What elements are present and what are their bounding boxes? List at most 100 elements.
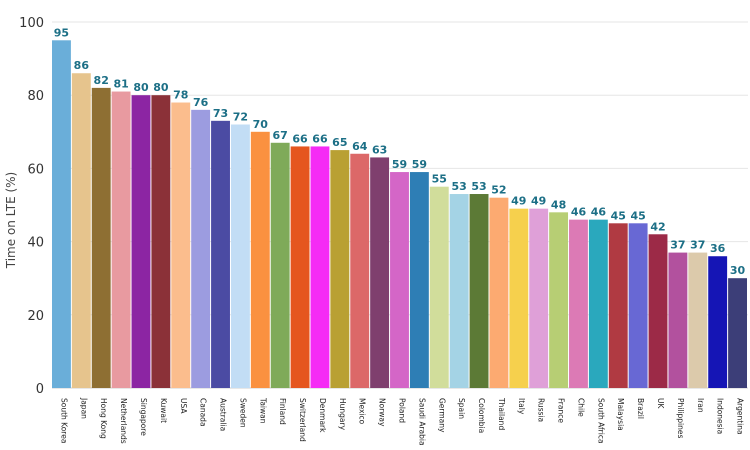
bar xyxy=(628,223,648,388)
data-label: 59 xyxy=(392,158,407,171)
data-label: 46 xyxy=(591,206,607,219)
data-label: 30 xyxy=(730,264,746,277)
category-label: Brazil xyxy=(636,398,645,419)
data-label: 78 xyxy=(173,89,188,102)
data-label: 66 xyxy=(292,132,308,145)
y-tick-label: 80 xyxy=(27,89,44,104)
data-label: 65 xyxy=(332,136,347,149)
data-label: 45 xyxy=(630,209,645,222)
bar xyxy=(230,124,250,388)
category-label: Singapore xyxy=(139,398,148,436)
bar xyxy=(569,219,588,388)
bar xyxy=(71,73,91,389)
category-labels: South Korea Japan Hong Kong Netherlands Sing… xyxy=(59,397,744,446)
y-tick-label: 60 xyxy=(27,162,44,177)
data-label: 36 xyxy=(710,242,726,255)
category-label: Switzerland xyxy=(298,398,307,442)
category-label: Argentina xyxy=(736,398,745,435)
bar xyxy=(370,157,390,388)
bar xyxy=(529,208,549,388)
category-label: Norway xyxy=(378,398,387,427)
value-labels: 95 86 82 81 80 80 78 76 73 72 70 67 66 66 65 64 63 59 59 55… xyxy=(54,26,746,277)
bar xyxy=(171,102,191,389)
category-label: Indonesia xyxy=(716,398,725,434)
data-label: 55 xyxy=(432,173,447,186)
bar xyxy=(390,172,409,388)
data-label: 86 xyxy=(74,59,90,72)
bar xyxy=(310,146,330,388)
bars xyxy=(52,40,747,389)
category-label: Australia xyxy=(219,398,228,431)
bar xyxy=(708,256,728,388)
bar xyxy=(290,146,310,388)
data-label: 48 xyxy=(551,198,566,211)
data-label: 37 xyxy=(690,239,705,252)
data-label: 72 xyxy=(233,110,248,123)
data-label: 64 xyxy=(352,140,368,153)
data-label: 66 xyxy=(312,132,328,145)
bar xyxy=(509,208,529,388)
bar xyxy=(52,40,71,389)
data-label: 80 xyxy=(133,81,149,94)
y-tick-label: 40 xyxy=(27,236,44,251)
bar xyxy=(350,153,370,388)
data-label: 46 xyxy=(571,206,587,219)
data-label: 42 xyxy=(650,220,665,233)
category-label: Thailand xyxy=(497,397,506,430)
bar xyxy=(668,252,688,388)
category-label: Japan xyxy=(79,397,88,419)
bar xyxy=(270,142,290,388)
data-label: 53 xyxy=(452,180,467,193)
category-label: Sweden xyxy=(238,398,247,428)
data-label: 49 xyxy=(531,195,546,208)
bar xyxy=(608,223,628,388)
category-label: Poland xyxy=(398,398,407,423)
category-label: South Korea xyxy=(59,398,68,443)
bar xyxy=(191,109,211,388)
bar xyxy=(250,131,270,389)
bar xyxy=(409,172,429,388)
bar xyxy=(648,234,668,388)
category-label: USA xyxy=(179,398,188,414)
category-label: Malaysia xyxy=(616,398,625,431)
category-label: Hungary xyxy=(338,398,347,431)
category-label: France xyxy=(557,398,566,423)
category-label: Chile xyxy=(576,398,585,417)
data-label: 67 xyxy=(273,129,288,142)
bar xyxy=(330,150,350,388)
bar xyxy=(211,120,230,388)
data-label: 73 xyxy=(213,107,228,120)
data-label: 37 xyxy=(670,239,685,252)
bar xyxy=(588,219,608,388)
category-label: Denmark xyxy=(318,398,327,433)
category-label: Hong Kong xyxy=(99,398,108,439)
bar xyxy=(549,212,569,388)
category-label: South Africa xyxy=(596,398,605,444)
category-label: Canada xyxy=(199,398,208,427)
category-label: Colombia xyxy=(477,398,486,433)
category-label: Saudi Arabia xyxy=(417,398,426,446)
data-label: 52 xyxy=(491,184,506,197)
data-label: 76 xyxy=(193,96,209,109)
category-label: Spain xyxy=(457,398,466,419)
data-label: 59 xyxy=(412,158,427,171)
y-tick-label: 0 xyxy=(36,382,44,397)
bar xyxy=(429,186,449,388)
category-label: Kuwait xyxy=(159,398,168,423)
category-label: UK xyxy=(656,398,665,409)
bar xyxy=(728,278,747,388)
bar xyxy=(489,197,509,388)
data-label: 95 xyxy=(54,26,69,39)
data-label: 81 xyxy=(113,78,128,91)
category-label: Philippines xyxy=(676,398,685,439)
bar xyxy=(469,194,489,388)
y-tick-label: 100 xyxy=(19,16,44,31)
bar xyxy=(449,194,469,388)
bar xyxy=(151,95,171,388)
data-label: 49 xyxy=(511,195,526,208)
bar xyxy=(131,95,151,388)
y-axis-label: Time on LTE (%) xyxy=(4,172,18,269)
category-label: Taiwan xyxy=(258,397,267,424)
y-tick-label: 20 xyxy=(27,309,44,324)
